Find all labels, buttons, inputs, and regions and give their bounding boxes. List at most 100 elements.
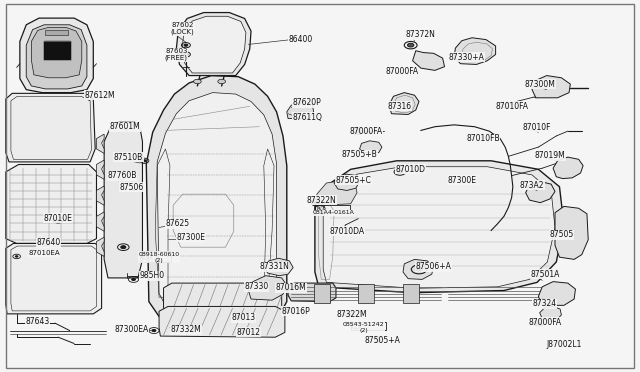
Circle shape [347,313,351,315]
Text: 87324: 87324 [532,299,557,308]
Circle shape [416,267,422,271]
Circle shape [193,79,201,84]
Text: 87640: 87640 [36,238,61,247]
Text: 87019M: 87019M [534,151,565,160]
Text: 87010E: 87010E [44,214,72,223]
Text: 87010D: 87010D [396,165,426,174]
Polygon shape [104,122,143,278]
Polygon shape [314,284,330,303]
Text: 873A2: 873A2 [520,181,544,190]
Circle shape [15,256,18,257]
Polygon shape [248,276,287,300]
Polygon shape [97,134,104,153]
Text: 87331N: 87331N [259,262,289,271]
Polygon shape [538,282,575,305]
Text: 87300EA: 87300EA [115,325,148,334]
Text: 87016M: 87016M [276,283,307,292]
Polygon shape [553,157,583,179]
Text: 87625: 87625 [166,219,189,228]
Circle shape [238,315,242,318]
Text: 87603
(FREE): 87603 (FREE) [165,48,188,61]
Polygon shape [403,284,419,303]
Text: 87016P: 87016P [282,307,310,316]
Text: 87643: 87643 [26,317,50,326]
Polygon shape [532,76,570,98]
Circle shape [314,201,319,204]
Text: 87330: 87330 [244,282,268,291]
Polygon shape [20,18,93,93]
Text: 87300E: 87300E [177,232,205,242]
Text: 87300E: 87300E [447,176,476,185]
Text: 08543-51242
(2): 08543-51242 (2) [342,322,384,333]
Circle shape [132,278,136,280]
Polygon shape [182,16,246,73]
Text: 87013: 87013 [231,313,255,322]
Polygon shape [157,93,276,310]
Text: 87506: 87506 [120,183,144,192]
Text: 87010F: 87010F [523,123,552,132]
Text: 87010EA: 87010EA [28,250,60,256]
Polygon shape [555,206,588,259]
Polygon shape [31,28,82,78]
Text: 87760B: 87760B [108,171,137,180]
Polygon shape [6,164,97,243]
Text: 87332M: 87332M [170,325,201,334]
Text: N: N [352,324,356,329]
Text: 08918-60610
(2): 08918-60610 (2) [138,252,180,263]
Polygon shape [317,180,357,205]
Bar [351,322,386,330]
Polygon shape [315,161,564,293]
Polygon shape [97,160,104,179]
Text: 87000FA: 87000FA [385,67,419,76]
Polygon shape [6,93,95,162]
Polygon shape [159,307,285,337]
Text: 87505+B: 87505+B [342,150,378,159]
Circle shape [184,44,188,46]
Polygon shape [389,93,419,115]
Circle shape [56,219,60,221]
Polygon shape [147,76,287,317]
Text: 87322N: 87322N [307,196,336,205]
Circle shape [356,130,361,133]
Text: 87612M: 87612M [84,91,115,100]
Text: B: B [316,207,320,212]
Text: 87300M: 87300M [525,80,556,89]
Bar [140,251,171,262]
Polygon shape [403,259,434,279]
Circle shape [240,330,244,333]
Text: 87000FA: 87000FA [349,126,383,136]
Polygon shape [176,13,251,76]
Text: 87316: 87316 [388,102,412,111]
Text: 87012: 87012 [236,328,260,337]
Circle shape [397,170,403,173]
Polygon shape [540,307,561,321]
Text: 87010DA: 87010DA [329,227,364,236]
Text: 87000FA: 87000FA [528,318,561,327]
Circle shape [377,339,381,341]
Text: 87620P: 87620P [293,98,322,107]
Circle shape [121,246,126,248]
Text: 87506+A: 87506+A [416,262,452,271]
Text: 87501A: 87501A [530,270,559,279]
Polygon shape [360,141,382,153]
Polygon shape [97,212,104,231]
Polygon shape [288,283,336,302]
Circle shape [285,287,289,289]
Circle shape [286,309,290,311]
Text: 86400: 86400 [289,35,313,44]
Polygon shape [323,167,555,288]
Polygon shape [264,258,293,276]
Bar [315,205,350,213]
Polygon shape [358,284,374,303]
Polygon shape [334,174,360,190]
Polygon shape [413,51,445,70]
Text: N: N [143,255,147,260]
Text: 87330+A: 87330+A [449,52,485,61]
Text: 87010FB: 87010FB [466,134,500,143]
Bar [45,31,68,35]
Text: 985H0: 985H0 [140,271,164,280]
Circle shape [536,322,541,325]
Text: 87510B: 87510B [114,153,143,161]
Polygon shape [26,25,87,89]
Bar [44,41,70,59]
